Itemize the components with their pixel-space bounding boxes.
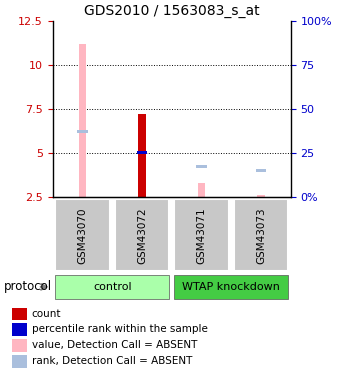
Bar	[196, 165, 207, 168]
Bar	[138, 114, 146, 197]
Text: count: count	[32, 309, 61, 319]
Text: GSM43071: GSM43071	[197, 207, 206, 264]
FancyBboxPatch shape	[234, 200, 288, 271]
Text: WTAP knockdown: WTAP knockdown	[182, 282, 280, 292]
Text: control: control	[93, 282, 132, 292]
Bar	[77, 130, 88, 133]
Text: GSM43073: GSM43073	[256, 207, 266, 264]
FancyBboxPatch shape	[55, 275, 169, 299]
FancyBboxPatch shape	[115, 200, 169, 271]
Text: GSM43070: GSM43070	[78, 207, 87, 264]
FancyBboxPatch shape	[174, 200, 229, 271]
Text: percentile rank within the sample: percentile rank within the sample	[32, 324, 208, 334]
Text: protocol: protocol	[3, 280, 52, 293]
Bar	[12, 355, 27, 368]
Bar	[12, 323, 27, 336]
Title: GDS2010 / 1563083_s_at: GDS2010 / 1563083_s_at	[84, 4, 259, 18]
Bar	[257, 195, 265, 197]
Bar	[256, 169, 266, 172]
Text: value, Detection Call = ABSENT: value, Detection Call = ABSENT	[32, 340, 197, 350]
Bar	[12, 339, 27, 352]
Bar	[198, 183, 205, 197]
Bar	[79, 44, 86, 197]
FancyBboxPatch shape	[174, 275, 288, 299]
Text: rank, Detection Call = ABSENT: rank, Detection Call = ABSENT	[32, 356, 192, 366]
Bar	[12, 308, 27, 320]
Bar	[137, 152, 147, 154]
Text: GSM43072: GSM43072	[137, 207, 147, 264]
FancyBboxPatch shape	[55, 200, 110, 271]
